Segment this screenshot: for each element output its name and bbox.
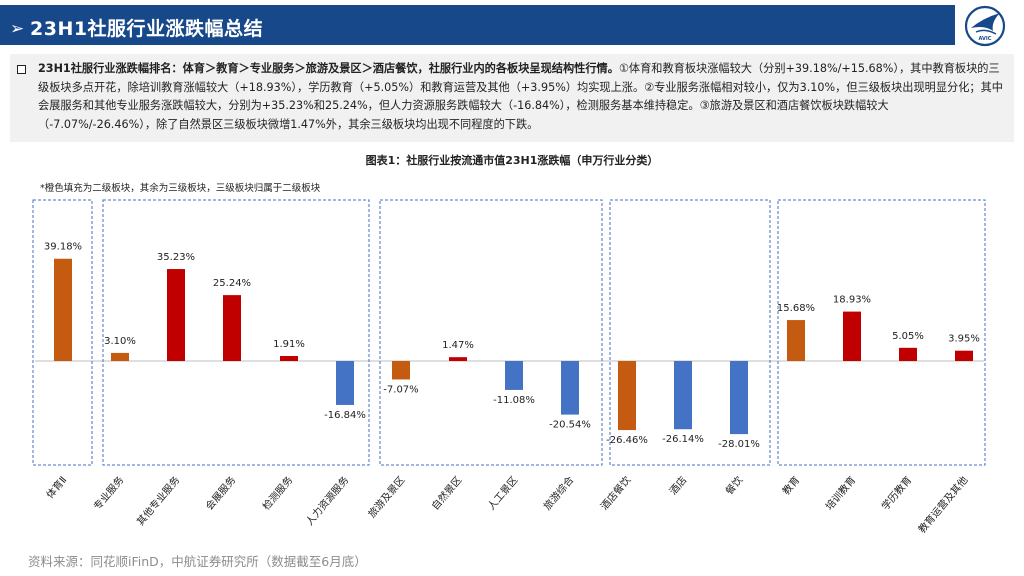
chart-title: 图表1：社服行业按流通市值23H1涨跌幅（申万行业分类） [365,154,659,167]
bar-酒店 [674,361,692,430]
bar-餐饮 [730,361,748,435]
category-label: 人工景区 [485,474,520,512]
bar-检测服务 [280,356,298,361]
source-note: 资料来源：同花顺iFinD，中航证券研究所（数据截至6月底） [28,554,367,569]
bar-自然景区 [449,357,467,361]
bar-体育Ⅱ [54,258,72,361]
category-label: 旅游及景区 [365,474,407,521]
category-label: 检测服务 [260,474,296,513]
data-label: 15.68% [777,303,815,314]
header: ➢ 23H1社服行业涨跌幅总结 AVIC [0,0,1024,50]
category-label: 教育运营及其他 [915,474,970,536]
data-label: 1.47% [442,340,474,351]
category-label: 自然景区 [429,474,465,513]
bar-其他专业服务 [167,269,185,361]
data-label: -26.46% [606,435,648,446]
data-label: 5.05% [892,331,924,342]
data-label: 18.93% [833,295,871,306]
data-label: 3.10% [104,336,136,347]
group-box-4 [609,199,771,466]
category-label: 人力资源服务 [303,474,352,528]
category-label: 教育 [779,474,802,498]
data-label: -20.54% [549,420,591,431]
bar-人力资源服务 [336,361,354,405]
data-label: 3.95% [948,334,980,345]
logo-text: AVIC [979,36,992,42]
data-label: -11.08% [493,395,535,406]
data-label: 1.91% [273,339,305,350]
category-label: 培训教育 [823,474,859,513]
bar-学历教育 [899,347,917,361]
bar-人工景区 [505,361,523,390]
category-label: 其他专业服务 [134,474,183,528]
category-label: 会展服务 [203,474,239,513]
chart-note: *橙色填充为二级板块，其余为三级板块，三级板块归属于二级板块 [40,183,321,194]
category-label: 餐饮 [722,474,745,498]
category-label: 学历教育 [879,474,915,513]
bar-培训教育 [843,311,861,361]
category-label: 专业服务 [91,474,127,513]
bar-酒店餐饮 [618,361,636,431]
square-bullet-icon [17,65,26,74]
summary-lead: 23H1社服行业涨跌幅排名：体育＞教育＞专业服务＞旅游及景区＞酒店餐饮，社服行业… [38,62,619,75]
page-title: 23H1社服行业涨跌幅总结 [30,18,264,40]
data-label: -28.01% [718,439,760,450]
category-label: 旅游综合 [541,474,577,513]
data-label: -16.84% [324,410,366,421]
group-box-2 [102,199,370,466]
data-label: 25.24% [213,278,251,289]
group-box-1 [32,199,93,466]
avic-logo-icon: AVIC [964,5,1006,47]
category-label: 体育Ⅱ [43,474,69,501]
header-bar: ➢ 23H1社服行业涨跌幅总结 [0,5,955,45]
bar-旅游综合 [561,361,579,415]
bar-专业服务 [111,352,129,361]
summary-body: ①体育和教育板块涨幅较大（分别+39.18%/+15.68%），其中教育板块的三… [38,62,1003,131]
summary-box: 23H1社服行业涨跌幅排名：体育＞教育＞专业服务＞旅游及景区＞酒店餐饮，社服行业… [10,54,1014,142]
bar-教育运营及其他 [955,350,973,361]
summary-text: 23H1社服行业涨跌幅排名：体育＞教育＞专业服务＞旅游及景区＞酒店餐饮，社服行业… [38,60,1006,134]
bar-会展服务 [223,295,241,361]
data-label: -7.07% [383,384,418,395]
bar-教育 [787,320,805,361]
group-box-3 [379,199,603,466]
category-label: 酒店 [666,474,689,498]
bar-旅游及景区 [392,361,410,380]
data-label: -26.14% [662,434,704,445]
data-label: 35.23% [157,252,195,263]
data-label: 39.18% [44,242,82,253]
arrow-icon: ➢ [10,19,25,39]
category-label: 酒店餐饮 [598,474,634,513]
group-box-5 [777,199,986,466]
